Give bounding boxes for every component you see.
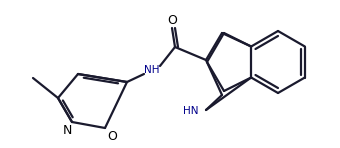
Text: HN: HN [183,106,198,116]
Text: O: O [107,130,117,143]
Text: O: O [167,15,177,28]
Text: NH: NH [144,65,160,75]
Text: N: N [62,123,72,136]
